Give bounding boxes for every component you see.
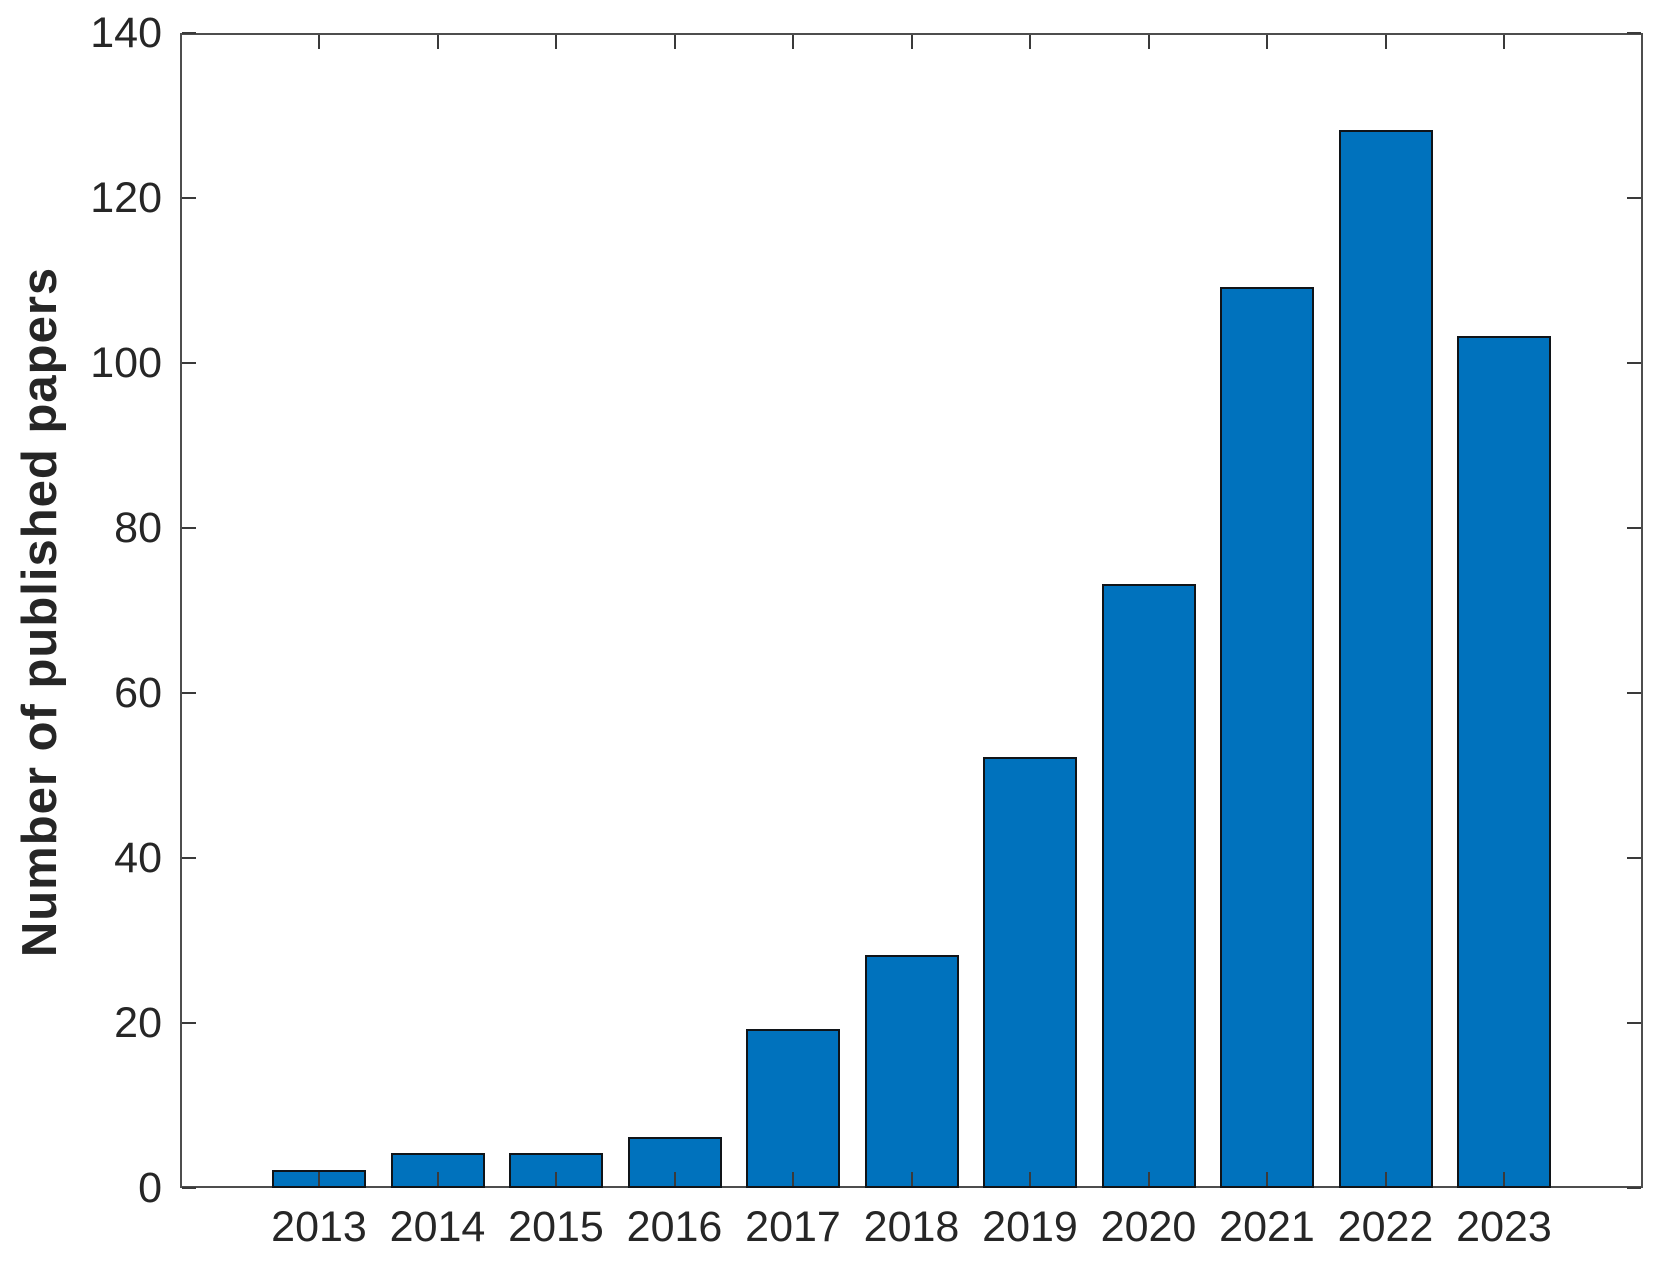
x-tick-top	[792, 35, 794, 49]
y-tick-label: 100	[90, 339, 162, 387]
x-tick-bottom	[555, 1172, 557, 1186]
y-tick-left	[182, 32, 196, 34]
bar-2021	[1220, 286, 1314, 1188]
x-tick-top	[1384, 35, 1387, 49]
bar-2018	[864, 955, 959, 1188]
y-tick-left	[182, 527, 196, 529]
x-tick-label: 2013	[271, 1203, 367, 1251]
x-tick-bottom	[1147, 1172, 1150, 1186]
y-tick-label: 140	[90, 9, 162, 57]
x-tick-label: 2022	[1337, 1203, 1434, 1251]
y-tick-right	[1627, 857, 1641, 859]
x-tick-top	[436, 35, 439, 49]
x-tick-label: 2020	[1100, 1203, 1197, 1251]
x-tick-bottom	[1503, 1172, 1505, 1186]
y-tick-label: 80	[114, 504, 162, 552]
y-tick-right	[1627, 1187, 1641, 1189]
x-tick-label: 2016	[626, 1203, 723, 1251]
x-tick-top	[1029, 35, 1031, 49]
y-tick-left	[182, 362, 196, 364]
x-tick-top	[318, 35, 320, 49]
x-tick-bottom	[1029, 1172, 1031, 1186]
x-tick-label: 2015	[508, 1203, 604, 1251]
x-tick-label: 2023	[1456, 1203, 1552, 1251]
x-tick-bottom	[318, 1172, 320, 1186]
y-tick-right	[1627, 692, 1641, 694]
bar-2020	[1101, 583, 1196, 1188]
y-tick-label: 0	[138, 1164, 162, 1212]
y-tick-left	[182, 197, 196, 199]
x-tick-label: 2014	[389, 1203, 486, 1251]
y-tick-left	[182, 692, 196, 694]
x-tick-label: 2019	[982, 1203, 1078, 1251]
bar-2017	[746, 1029, 840, 1188]
x-tick-top	[555, 35, 557, 49]
bar-2019	[983, 757, 1077, 1188]
x-tick-bottom	[436, 1172, 439, 1186]
y-tick-right	[1627, 197, 1641, 199]
y-tick-label: 40	[114, 834, 162, 882]
y-tick-right	[1627, 527, 1641, 529]
y-tick-left	[182, 1187, 196, 1189]
x-tick-bottom	[673, 1172, 676, 1186]
x-tick-top	[1266, 35, 1268, 49]
y-tick-right	[1627, 362, 1641, 364]
y-tick-right	[1627, 1022, 1641, 1024]
y-tick-label: 120	[90, 174, 162, 222]
x-tick-label: 2017	[745, 1203, 841, 1251]
bar-2022	[1338, 130, 1433, 1188]
bar-2023	[1457, 336, 1551, 1188]
y-tick-left	[182, 857, 196, 859]
y-tick-left	[182, 1022, 196, 1024]
x-tick-top	[1503, 35, 1505, 49]
x-tick-label: 2021	[1219, 1203, 1315, 1251]
x-tick-bottom	[1266, 1172, 1268, 1186]
x-tick-top	[1147, 35, 1150, 49]
y-tick-right	[1627, 32, 1641, 34]
x-tick-bottom	[1384, 1172, 1387, 1186]
x-tick-top	[673, 35, 676, 49]
y-tick-label: 20	[114, 999, 162, 1047]
x-tick-bottom	[910, 1172, 913, 1186]
x-tick-top	[910, 35, 913, 49]
x-tick-bottom	[792, 1172, 794, 1186]
y-tick-label: 60	[114, 669, 162, 717]
x-tick-label: 2018	[863, 1203, 960, 1251]
